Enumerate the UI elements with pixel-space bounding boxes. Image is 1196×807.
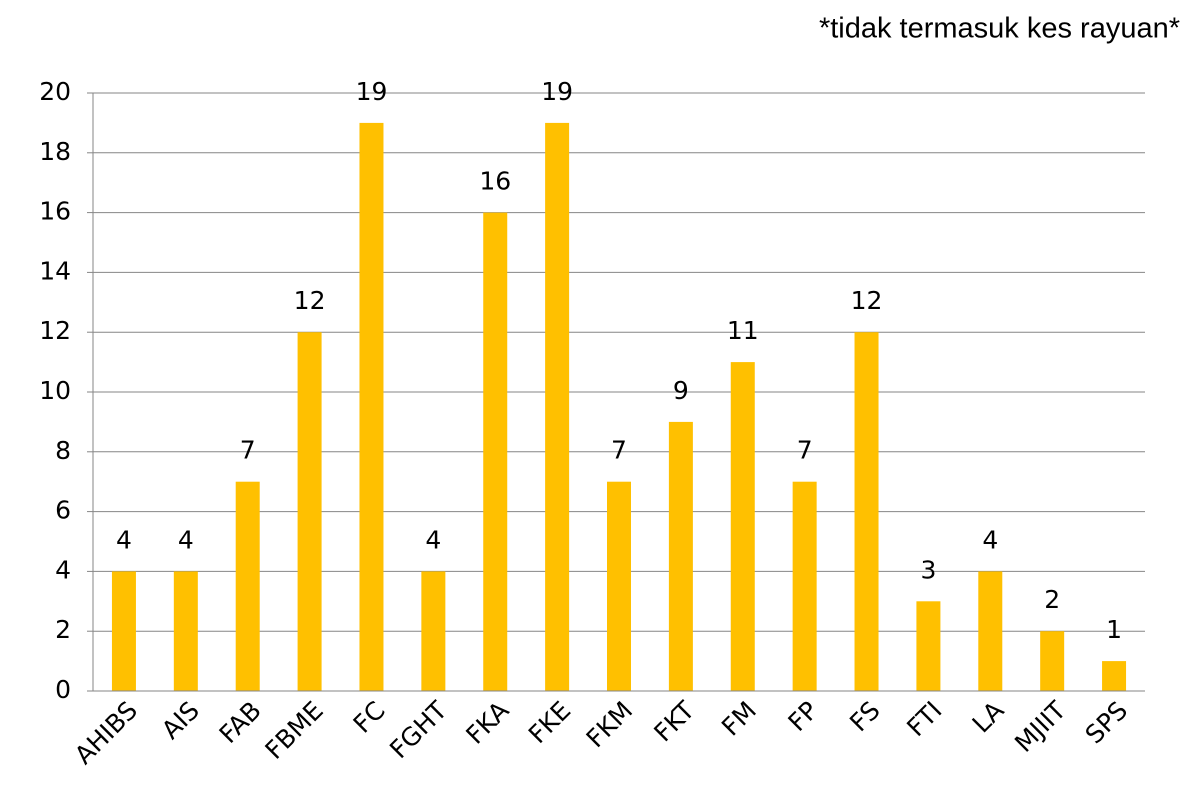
bar: [792, 481, 817, 691]
bar: [1102, 661, 1127, 691]
bar: [730, 362, 755, 691]
bar: [359, 122, 384, 691]
value-label: 19: [541, 77, 573, 106]
bar: [173, 571, 198, 691]
value-label: 7: [797, 436, 813, 465]
value-label: 19: [356, 77, 388, 106]
y-tick-label: 4: [55, 555, 71, 584]
value-label: 11: [727, 316, 759, 345]
x-tick-label: FGHT: [384, 695, 453, 764]
bar: [916, 601, 941, 691]
bar: [421, 571, 446, 691]
x-tick-label: FP: [782, 696, 823, 737]
x-tick-label: FKM: [581, 696, 639, 754]
bar: [668, 421, 693, 691]
x-tick-label: FBME: [260, 696, 329, 765]
y-tick-label: 12: [39, 316, 71, 345]
value-label: 2: [1044, 585, 1060, 614]
x-tick-label: FM: [716, 696, 762, 742]
bar: [978, 571, 1003, 691]
annotation: *tidak termasuk kes rayuan*: [819, 13, 1180, 45]
value-label: 16: [479, 167, 511, 196]
y-tick-label: 20: [39, 77, 71, 106]
value-label: 4: [178, 525, 194, 554]
x-tick-label: FKE: [523, 696, 576, 749]
bar: [111, 571, 136, 691]
x-tick-label: MJIIT: [1009, 695, 1072, 758]
y-tick-label: 10: [39, 376, 71, 405]
value-label: 3: [920, 555, 936, 584]
bar: [854, 332, 879, 691]
x-tick-label: AHIBS: [69, 696, 143, 770]
bar: [483, 212, 508, 691]
x-tick-label: FS: [844, 696, 886, 738]
y-tick-label: 18: [39, 137, 71, 166]
x-tick-label: FTI: [901, 696, 947, 742]
value-label: 1: [1106, 615, 1122, 644]
x-tick-label: LA: [967, 696, 1010, 739]
value-label: 4: [982, 525, 998, 554]
value-label: 4: [116, 525, 132, 554]
bar: [235, 481, 260, 691]
value-label: 7: [240, 436, 256, 465]
y-tick-label: 8: [55, 436, 71, 465]
bar: [297, 332, 322, 691]
x-tick-label: SPS: [1080, 696, 1134, 750]
x-tick-label: FAB: [214, 696, 267, 749]
y-tick-label: 6: [55, 496, 71, 525]
y-tick-label: 0: [55, 675, 71, 704]
value-label: 9: [673, 376, 689, 405]
x-tick-label: FKA: [460, 696, 514, 750]
value-label: 12: [294, 286, 326, 315]
value-label: 7: [611, 436, 627, 465]
y-tick-label: 2: [55, 615, 71, 644]
y-tick-label: 16: [39, 197, 71, 226]
bar: [1040, 631, 1065, 691]
x-tick-label: AIS: [156, 696, 205, 745]
x-tick-label: FKT: [648, 695, 700, 747]
value-label: 4: [425, 525, 441, 554]
value-label: 12: [851, 286, 883, 315]
x-tick-label: FC: [348, 696, 391, 739]
bar: [545, 122, 570, 691]
y-tick-label: 14: [39, 256, 71, 285]
bar: [607, 481, 631, 691]
